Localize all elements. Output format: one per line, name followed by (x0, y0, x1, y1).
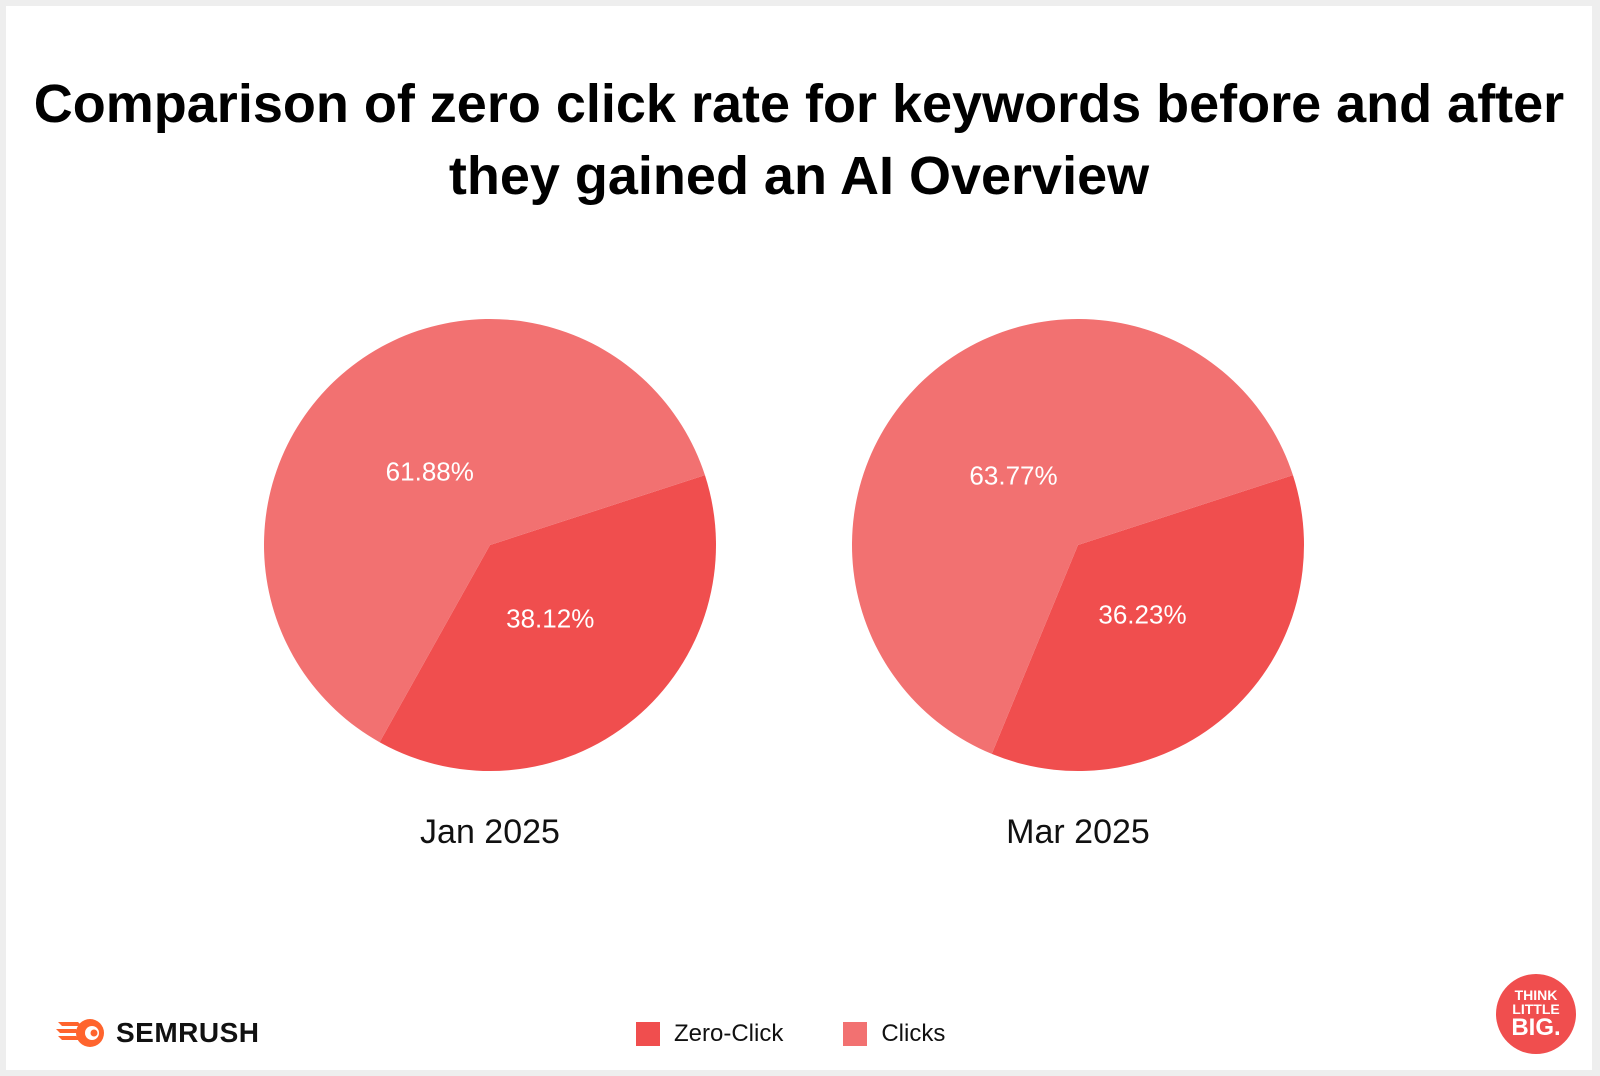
tlb-line-1: THINK (1514, 987, 1558, 1003)
slice-label-zero-click-1: 38.12% (506, 603, 594, 633)
semrush-logo: SEMRUSH (56, 1016, 260, 1050)
pie-slice-clicks-2 (851, 318, 1293, 754)
semrush-wordmark: SEMRUSH (116, 1017, 260, 1048)
pie-label-1: Jan 2025 (420, 813, 560, 851)
slice-label-zero-click-2: 36.23% (1098, 600, 1186, 630)
legend: Zero-Click Clicks (636, 1020, 945, 1048)
pie-slice-zero-click-1 (379, 475, 716, 771)
pie-slice-clicks-1 (264, 319, 705, 743)
chart-title: Comparison of zero click rate for keywor… (33, 74, 1565, 206)
legend-swatch-zero-click (636, 1022, 660, 1046)
chart-card: Comparison of zero click rate for keywor… (6, 6, 1592, 1070)
think-little-big-logo: THINK LITTLE BIG. (1496, 974, 1576, 1054)
slice-label-clicks-2: 63.77% (969, 460, 1057, 490)
tlb-line-3: BIG. (1511, 1014, 1561, 1041)
legend-label-zero-click: Zero-Click (674, 1020, 784, 1047)
pie-charts: 38.12% 61.88% Jan 2025 36.23% 63.77% Mar 2025 (264, 318, 1304, 851)
legend-label-clicks: Clicks (881, 1020, 946, 1047)
legend-item-zero-click: Zero-Click (636, 1020, 783, 1048)
legend-item-clicks: Clicks (843, 1020, 945, 1048)
slice-label-clicks-1: 61.88% (386, 457, 474, 487)
semrush-flame-icon (56, 1019, 104, 1047)
pie-label-2: Mar 2025 (1006, 813, 1150, 851)
legend-swatch-clicks (843, 1022, 868, 1046)
tlb-line-2: LITTLE (1512, 1001, 1560, 1017)
pie-slice-zero-click-2 (991, 475, 1304, 771)
